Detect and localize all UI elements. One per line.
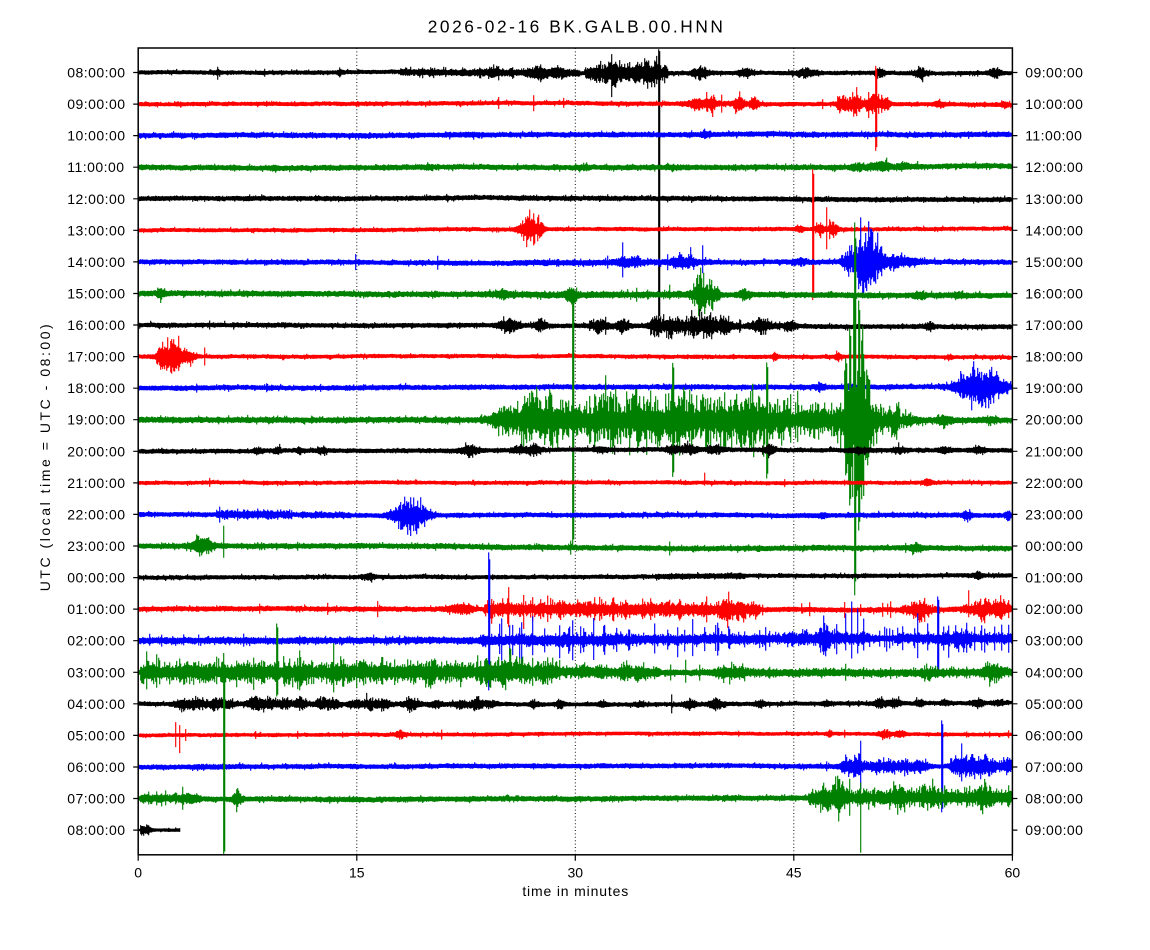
svg-text:10:00:00: 10:00:00 (67, 128, 125, 144)
svg-text:05:00:00: 05:00:00 (67, 727, 125, 743)
svg-text:11:00:00: 11:00:00 (1025, 128, 1082, 144)
svg-text:45: 45 (786, 865, 802, 881)
svg-text:09:00:00: 09:00:00 (1025, 65, 1083, 81)
svg-text:09:00:00: 09:00:00 (1025, 822, 1083, 838)
svg-text:23:00:00: 23:00:00 (67, 538, 125, 554)
svg-text:15: 15 (349, 865, 365, 881)
svg-text:30: 30 (568, 865, 584, 881)
svg-text:01:00:00: 01:00:00 (1025, 570, 1083, 586)
svg-text:17:00:00: 17:00:00 (67, 349, 125, 365)
svg-text:00:00:00: 00:00:00 (1025, 538, 1083, 554)
svg-text:11:00:00: 11:00:00 (67, 159, 124, 175)
svg-text:UTC (local time = UTC - 08:00): UTC (local time = UTC - 08:00) (37, 322, 53, 592)
svg-text:16:00:00: 16:00:00 (67, 317, 125, 333)
svg-text:06:00:00: 06:00:00 (67, 759, 125, 775)
svg-text:04:00:00: 04:00:00 (1025, 664, 1083, 680)
svg-text:2026-02-16 BK.GALB.00.HNN: 2026-02-16 BK.GALB.00.HNN (428, 17, 726, 37)
svg-text:14:00:00: 14:00:00 (1025, 222, 1083, 238)
svg-text:02:00:00: 02:00:00 (1025, 601, 1083, 617)
svg-text:18:00:00: 18:00:00 (1025, 349, 1083, 365)
svg-text:12:00:00: 12:00:00 (1025, 159, 1083, 175)
svg-text:0: 0 (134, 865, 142, 881)
svg-text:22:00:00: 22:00:00 (1025, 475, 1083, 491)
svg-text:14:00:00: 14:00:00 (67, 254, 125, 270)
svg-text:21:00:00: 21:00:00 (67, 475, 125, 491)
svg-text:00:00:00: 00:00:00 (67, 570, 125, 586)
svg-text:18:00:00: 18:00:00 (67, 380, 125, 396)
svg-text:time in minutes: time in minutes (522, 883, 629, 899)
svg-text:05:00:00: 05:00:00 (1025, 696, 1083, 712)
svg-text:03:00:00: 03:00:00 (67, 664, 125, 680)
svg-text:01:00:00: 01:00:00 (67, 601, 125, 617)
svg-text:07:00:00: 07:00:00 (1025, 759, 1083, 775)
svg-text:20:00:00: 20:00:00 (67, 443, 125, 459)
svg-text:22:00:00: 22:00:00 (67, 506, 125, 522)
svg-text:06:00:00: 06:00:00 (1025, 727, 1083, 743)
svg-text:13:00:00: 13:00:00 (1025, 191, 1083, 207)
svg-text:17:00:00: 17:00:00 (1025, 317, 1083, 333)
svg-text:04:00:00: 04:00:00 (67, 696, 125, 712)
svg-text:19:00:00: 19:00:00 (67, 412, 125, 428)
svg-text:03:00:00: 03:00:00 (1025, 633, 1083, 649)
svg-text:23:00:00: 23:00:00 (1025, 506, 1083, 522)
svg-text:20:00:00: 20:00:00 (1025, 412, 1083, 428)
svg-text:15:00:00: 15:00:00 (67, 286, 125, 302)
svg-text:16:00:00: 16:00:00 (1025, 286, 1083, 302)
svg-text:07:00:00: 07:00:00 (67, 791, 125, 807)
svg-text:08:00:00: 08:00:00 (1025, 791, 1083, 807)
svg-text:15:00:00: 15:00:00 (1025, 254, 1083, 270)
svg-text:09:00:00: 09:00:00 (67, 96, 125, 112)
svg-text:60: 60 (1005, 865, 1021, 881)
svg-text:08:00:00: 08:00:00 (67, 65, 125, 81)
svg-text:08:00:00: 08:00:00 (67, 822, 125, 838)
svg-text:12:00:00: 12:00:00 (67, 191, 125, 207)
svg-text:21:00:00: 21:00:00 (1025, 443, 1083, 459)
svg-text:13:00:00: 13:00:00 (67, 222, 125, 238)
svg-text:10:00:00: 10:00:00 (1025, 96, 1083, 112)
svg-text:02:00:00: 02:00:00 (67, 633, 125, 649)
svg-text:19:00:00: 19:00:00 (1025, 380, 1083, 396)
